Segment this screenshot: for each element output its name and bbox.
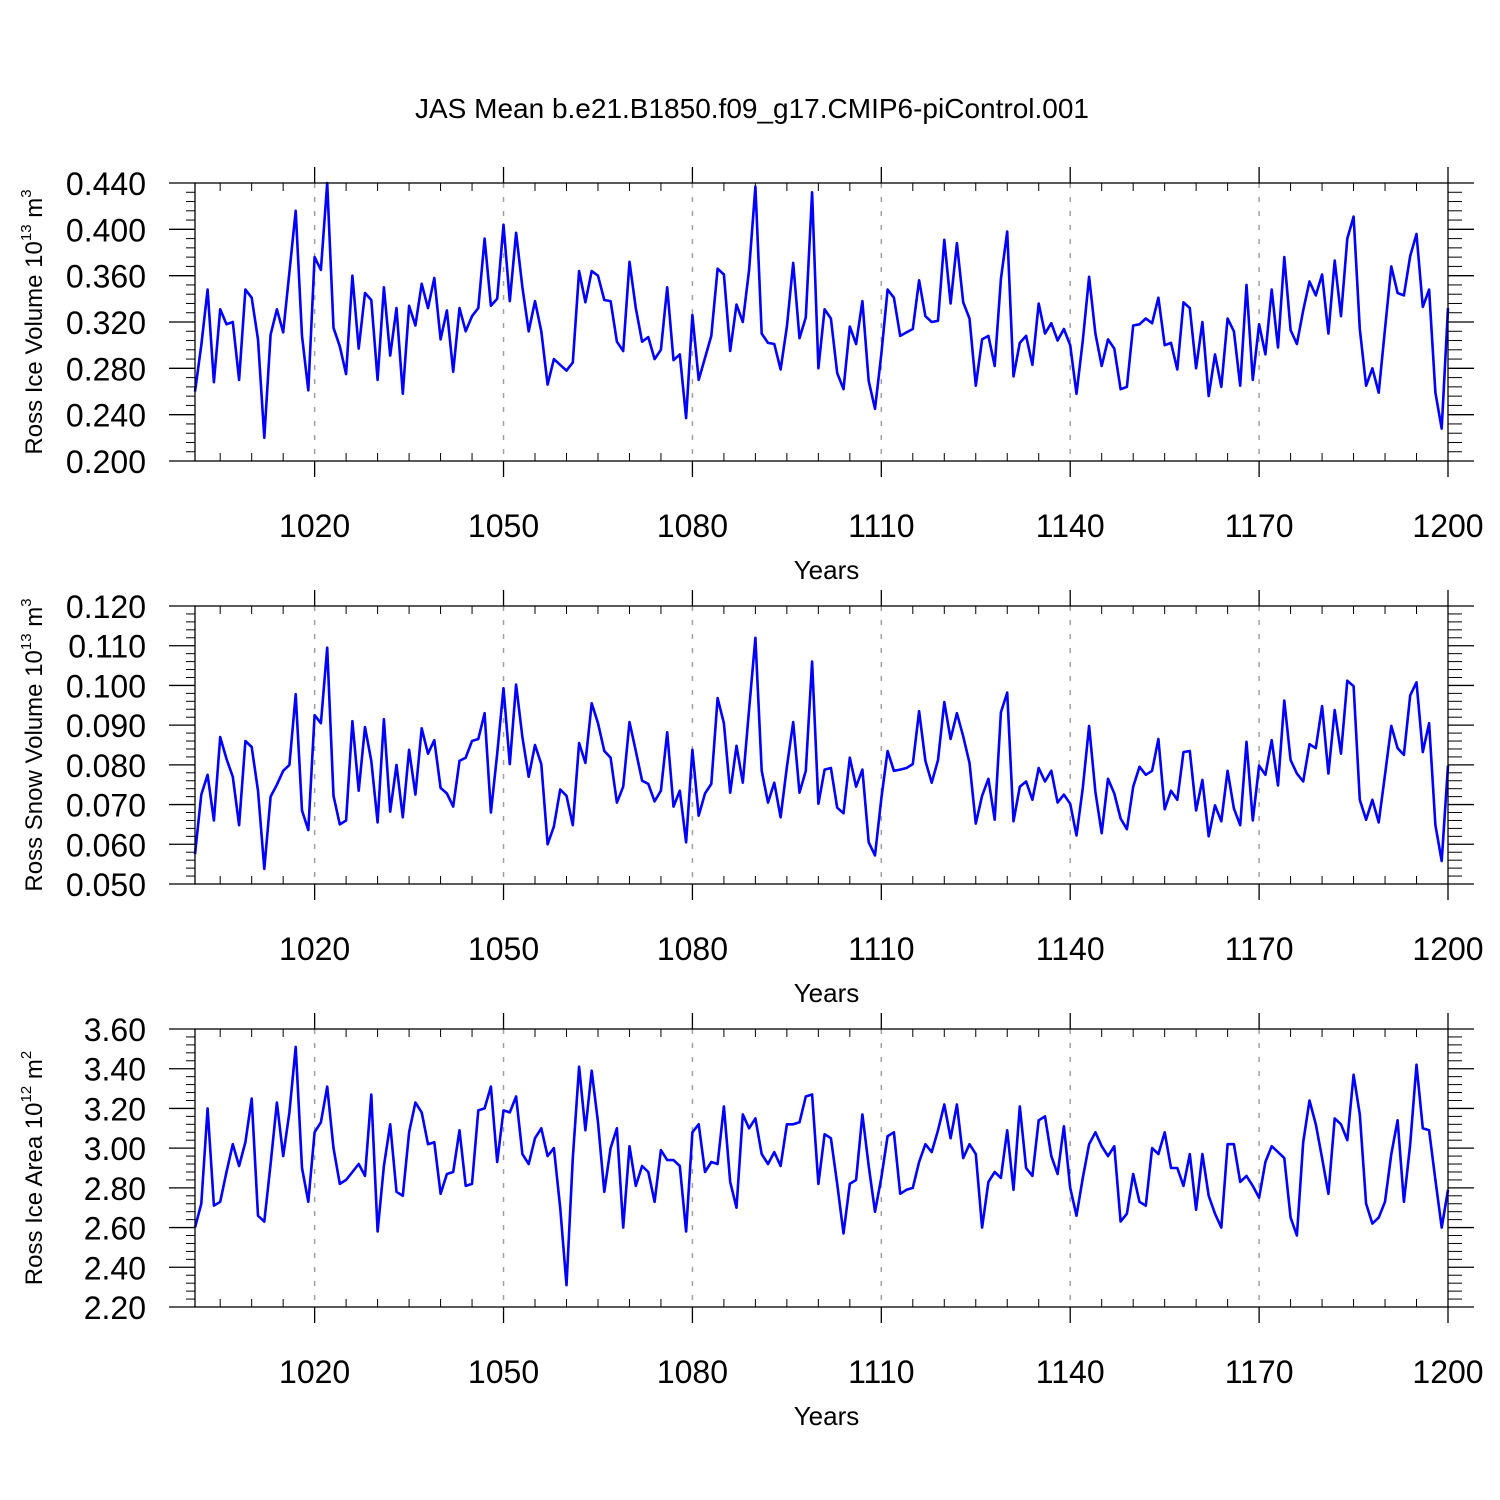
panel-3: 1020 1050 1080 1110 1140 1170 1200 2.20 2.402.60… <box>18 1012 1484 1431</box>
x-tick-label: 1050 <box>468 508 539 544</box>
plot-frame <box>194 1028 1449 1308</box>
y-tick-label: 0.200 <box>66 444 146 480</box>
y-tick-label: 2.20 <box>84 1290 146 1326</box>
x-tick-label: 1020 <box>279 931 350 967</box>
y-axis-label: Ross Ice Area 1012 m2 <box>18 1051 48 1285</box>
x-tick-label: 1140 <box>1036 508 1105 544</box>
x-tick-label: 1080 <box>657 1354 728 1390</box>
y-axis-label: Ross Ice Volume 1013 m3 <box>18 189 48 454</box>
x-tick-label: 1080 <box>657 508 728 544</box>
y-tick-label: 0.050 <box>66 867 146 903</box>
y-tick-label: 0.280 <box>66 351 146 387</box>
y-tick-label: 0.090 <box>66 708 146 744</box>
y-tick-label: 0.440 <box>66 166 146 202</box>
x-axis-label: Years <box>794 978 860 1008</box>
x-tick-label: 1170 <box>1225 931 1294 967</box>
y-tick-label: 0.100 <box>66 668 146 704</box>
x-tick-label: 1110 <box>848 931 914 967</box>
x-tick-label: 1200 <box>1412 931 1483 967</box>
panel-2: 1020 1050 1080 1110 1140 1170 12000.0500.0600.… <box>18 589 1484 1008</box>
x-tick-label: 1170 <box>1225 508 1294 544</box>
y-tick-label: 2.80 <box>84 1171 146 1207</box>
y-tick-label: 2.60 <box>84 1211 146 1247</box>
x-tick-label: 1110 <box>848 1354 914 1390</box>
y-tick-label: 3.60 <box>84 1012 146 1048</box>
y-tick-label: 3.00 <box>84 1131 146 1167</box>
y-axis-label: Ross Snow Volume 1013 m3 <box>18 598 48 891</box>
x-tick-label: 1140 <box>1036 1354 1105 1390</box>
y-tick-label: 0.070 <box>66 788 146 824</box>
series-line <box>193 1045 1450 1287</box>
x-tick-label: 1140 <box>1036 931 1105 967</box>
y-tick-label: 0.400 <box>66 212 146 248</box>
y-tick-label: 0.060 <box>66 827 146 863</box>
y-tick-label: 2.40 <box>84 1250 146 1286</box>
y-tick-label: 0.110 <box>68 629 146 665</box>
y-tick-label: 0.120 <box>66 589 146 625</box>
y-tick-label: 0.360 <box>66 259 146 295</box>
x-tick-label: 1080 <box>657 931 728 967</box>
x-tick-label: 1170 <box>1225 1354 1294 1390</box>
x-tick-label: 1200 <box>1412 1354 1483 1390</box>
y-tick-label: 0.080 <box>66 748 146 784</box>
series-line <box>193 636 1450 871</box>
x-tick-label: 1020 <box>279 508 350 544</box>
x-axis-label: Years <box>794 555 860 585</box>
x-tick-label: 1050 <box>468 1354 539 1390</box>
y-tick-label: 0.240 <box>66 398 146 434</box>
x-tick-label: 1020 <box>279 1354 350 1390</box>
x-tick-label: 1200 <box>1412 508 1483 544</box>
y-tick-label: 3.40 <box>84 1052 146 1088</box>
chart-title: JAS Mean b.e21.B1850.f09_g17.CMIP6-piCon… <box>415 93 1089 124</box>
series-line <box>193 181 1450 440</box>
x-tick-label: 1110 <box>848 508 914 544</box>
plot-frame <box>194 182 1449 462</box>
panel-1: 1020 1050 1080 1110 1140 1170 1200 0.200 0.240 0.… <box>18 166 1484 585</box>
plot-frame <box>194 605 1449 885</box>
x-axis-label: Years <box>794 1401 860 1431</box>
y-tick-label: 3.20 <box>84 1091 146 1127</box>
x-tick-label: 1050 <box>468 931 539 967</box>
y-tick-label: 0.320 <box>66 305 146 341</box>
